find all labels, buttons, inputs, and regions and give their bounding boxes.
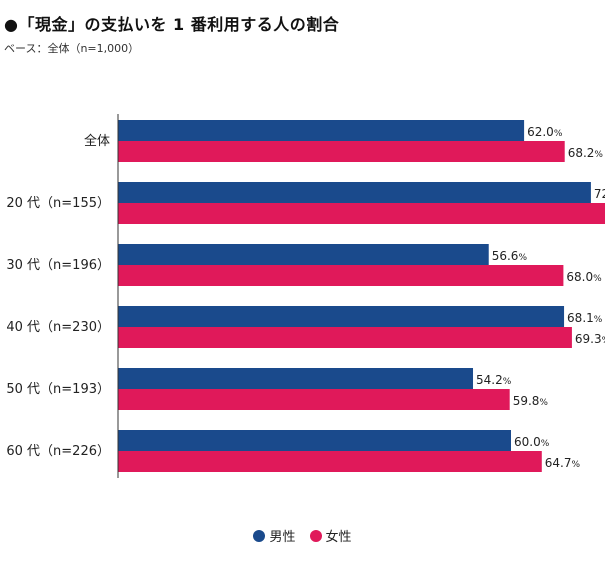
chart-title: ●「現金」の支払いを 1 番利用する人の割合 [4, 15, 340, 34]
legend-item-female: 女性 [309, 526, 352, 545]
legend-swatch-male [253, 529, 266, 542]
bar-male [118, 182, 591, 203]
bar-female [118, 389, 510, 410]
bar-male [118, 368, 474, 389]
legend-label-female: 女性 [325, 530, 352, 545]
bar-male [118, 430, 511, 451]
bar-male [118, 120, 525, 141]
legend-label-male: 男性 [269, 530, 296, 545]
data-label-female: 64.7% [545, 456, 581, 470]
bar-female [118, 451, 542, 472]
data-label-male: 56.6% [492, 249, 528, 263]
data-label-female: 69.3% [575, 332, 605, 346]
category-label: 60 代（n=226） [6, 444, 110, 459]
bar-female [118, 265, 564, 286]
legend-item-male: 男性 [253, 526, 296, 545]
bar-male [118, 306, 565, 327]
data-label-male: 62.0% [527, 125, 563, 139]
data-label-male: 72.2% [594, 187, 605, 201]
bar-female [118, 141, 565, 162]
category-label: 40 代（n=230） [6, 320, 110, 335]
category-label: 全体 [84, 133, 110, 149]
bar-male [118, 244, 489, 265]
category-label: 50 代（n=193） [6, 382, 110, 397]
legend: 男性 女性 [0, 526, 605, 545]
data-label-female: 59.8% [513, 394, 549, 408]
chart-subtitle: ベース：全体（n=1,000） [4, 42, 140, 55]
data-label-male: 68.1% [567, 311, 603, 325]
bar-female [118, 327, 572, 348]
category-label: 30 代（n=196） [6, 258, 110, 273]
category-label: 20 代（n=155） [6, 196, 110, 211]
data-label-female: 68.2% [568, 146, 604, 160]
data-label-male: 60.0% [514, 435, 550, 449]
data-label-male: 54.2% [476, 373, 512, 387]
data-label-female: 68.0% [566, 270, 602, 284]
bar-female [118, 203, 605, 224]
legend-swatch-female [309, 529, 322, 542]
